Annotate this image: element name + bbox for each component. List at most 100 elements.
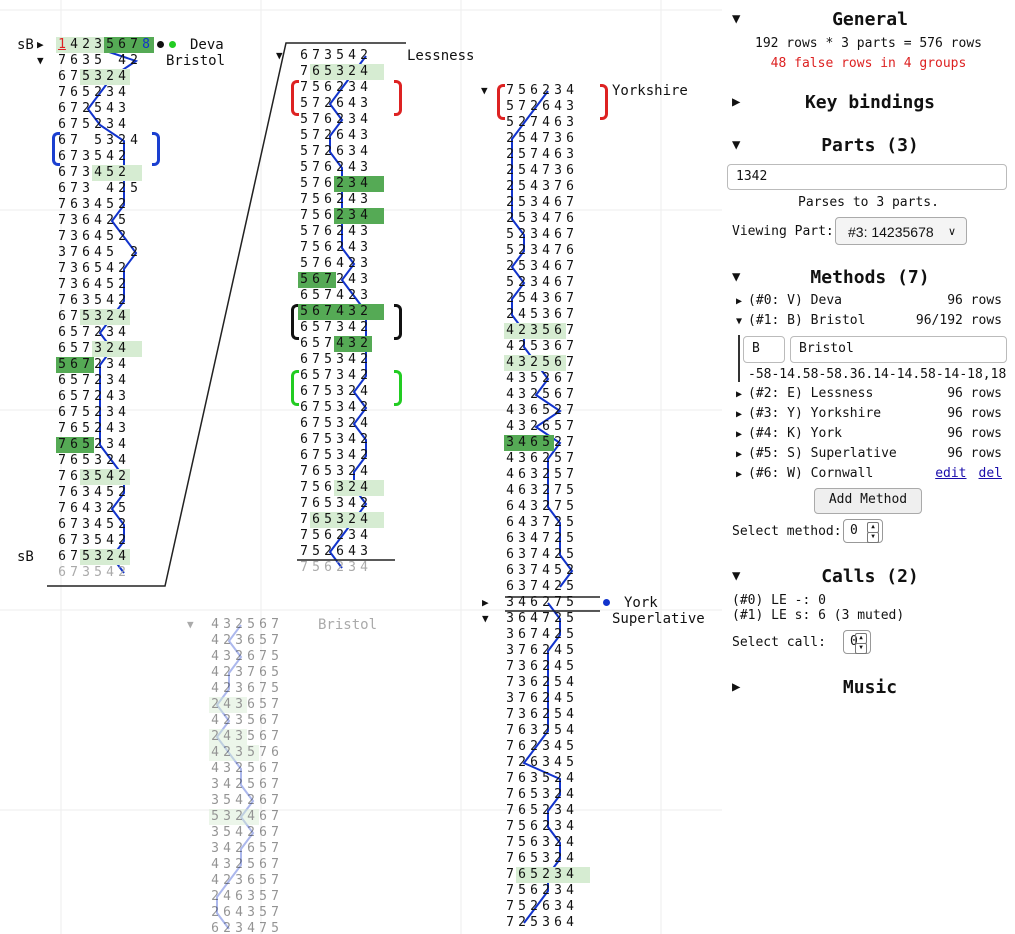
method-item[interactable]: ▶ (#4: K) York 96 rows [736,424,1002,444]
bell-cell: 2 [82,37,90,52]
bell-cell: 3 [118,421,126,436]
edit-method-link[interactable]: edit [935,466,967,481]
bell-cell: 5 [566,611,574,626]
delete-method-link[interactable]: del [978,466,1002,481]
play-arrow-icon[interactable]: ▶ [37,38,44,51]
bell-cell: 7 [506,835,514,850]
music-highlight [92,341,142,357]
method-name-input[interactable]: Bristol [790,336,1007,363]
bell-cell: 6 [70,197,78,212]
method-item[interactable]: ▼ (#1: B) Bristol 96/192 rows [736,311,1002,331]
bell-cell: 6 [259,857,267,872]
expand-triangle-icon[interactable]: ▶ [736,449,749,460]
expand-triangle-icon[interactable]: ▶ [736,389,749,400]
bell-cell: 5 [566,531,574,546]
bell-cell: 6 [506,579,514,594]
bell-cell: 5 [554,563,562,578]
bell-cell: 4 [235,825,243,840]
bell-cell: 2 [118,181,126,196]
section-general-header[interactable]: ▼ General [730,9,1010,31]
expand-triangle-icon[interactable]: ▶ [736,429,749,440]
bell-cell: 5 [300,144,308,159]
bell-cell: 3 [70,261,78,276]
bell-cell: 6 [70,437,78,452]
collapse-triangle-icon[interactable]: ▼ [732,269,741,285]
collapse-triangle-icon[interactable]: ▼ [732,11,741,27]
music-highlight [209,809,259,825]
play-arrow-icon[interactable]: ▶ [482,596,489,609]
select-method-stepper[interactable]: 0 ▲ ▼ [843,519,883,543]
place-notation-text[interactable]: -58-14.58-58.36.14-14.58-14-18,18 [748,367,1007,382]
bell-cell: 2 [360,448,368,463]
section-music-header[interactable]: ▶ Music [730,677,1010,699]
collapse-triangle-icon[interactable]: ▼ [37,54,44,67]
collapse-triangle-icon[interactable]: ▼ [732,568,741,584]
bell-cell: 3 [360,288,368,303]
bell-cell: 7 [58,469,66,484]
section-keybindings-header[interactable]: ▶ Key bindings [730,92,1010,114]
bell-cell: 6 [518,723,526,738]
collapse-triangle-icon[interactable]: ▼ [732,137,741,153]
call-item[interactable]: (#1) LE s: 6 (3 muted) [732,608,905,623]
bell-cell: 2 [235,809,243,824]
part-head-input[interactable]: 1342 [727,164,1007,190]
bell-cell: 2 [554,611,562,626]
section-calls-header[interactable]: ▼ Calls (2) [730,566,1010,588]
method-item[interactable]: ▶ (#5: S) Superlative 96 rows [736,444,1002,464]
collapse-triangle-icon[interactable]: ▼ [736,316,749,327]
section-methods-header[interactable]: ▼ Methods (7) [730,267,1010,289]
bell-cell: 2 [247,825,255,840]
bell-cell: 7 [554,211,562,226]
method-item[interactable]: ▶ (#0: V) Deva 96 rows [736,291,1002,311]
bell-cell: 6 [530,435,538,450]
method-row-count: 96 rows [947,406,1002,421]
bell-cell: 5 [106,37,114,52]
bell-cell: 4 [506,467,514,482]
bell-cell: 4 [566,787,574,802]
bell-cell: 6 [324,224,332,239]
bell-cell: 3 [542,835,550,850]
method-item[interactable]: ▶ (#3: Y) Yorkshire 96 rows [736,404,1002,424]
bell-cell: 3 [360,128,368,143]
expand-triangle-icon[interactable]: ▶ [736,409,749,420]
bell-cell: 7 [300,64,308,79]
expand-triangle-icon[interactable]: ▶ [732,94,741,110]
collapse-triangle-icon[interactable]: ▼ [481,84,488,97]
bell-cell: 3 [530,227,538,242]
expand-triangle-icon[interactable]: ▶ [732,679,741,695]
collapse-triangle-icon[interactable]: ▼ [187,618,194,631]
collapse-triangle-icon[interactable]: ▼ [482,612,489,625]
composition-canvas[interactable]: sB ▶ ▼ Deva Bristol sB 142356787635.4267… [0,0,722,934]
select-call-stepper[interactable]: 0 ▲ ▼ [843,630,871,654]
method-item[interactable]: ▶ (#6: W) Cornwall edit del [736,464,1002,484]
method-item[interactable]: ▶ (#2: E) Lessness 96 rows [736,384,1002,404]
section-parts-header[interactable]: ▼ Parts (3) [730,135,1010,157]
expand-triangle-icon[interactable]: ▶ [736,296,749,307]
bell-cell: 6 [312,464,320,479]
bell-cell: 5 [518,899,526,914]
stepper-down-icon[interactable]: ▼ [855,643,867,654]
bell-cell: 6 [554,355,562,370]
bell-cell: 6 [58,69,66,84]
viewing-part-select[interactable]: #3: 14235678 ∨ [835,217,967,245]
stepper-down-icon[interactable]: ▼ [867,532,879,543]
bell-cell: 2 [336,80,344,95]
bell-cell: 3 [360,544,368,559]
bell-cell: 4 [348,240,356,255]
bell-cell: 3 [336,64,344,79]
bell-cell: 6 [518,867,526,882]
select-method-label: Select method: [732,524,842,539]
bell-cell: 6 [58,405,66,420]
method-item-label: (#5: S) Superlative [748,446,897,461]
add-method-button[interactable]: Add Method [814,488,922,514]
method-shorthand-input[interactable]: B [743,336,785,363]
bell-cell: 5 [566,627,574,642]
bell-cell: 6 [247,633,255,648]
bell-cell: 2 [360,336,368,351]
bell-cell: 6 [247,841,255,856]
bell-cell: 7 [530,547,538,562]
call-item[interactable]: (#0) LE -: 0 [732,593,826,608]
bell-cell: 2 [530,739,538,754]
expand-triangle-icon[interactable]: ▶ [736,469,749,480]
collapse-triangle-icon[interactable]: ▼ [276,49,283,62]
